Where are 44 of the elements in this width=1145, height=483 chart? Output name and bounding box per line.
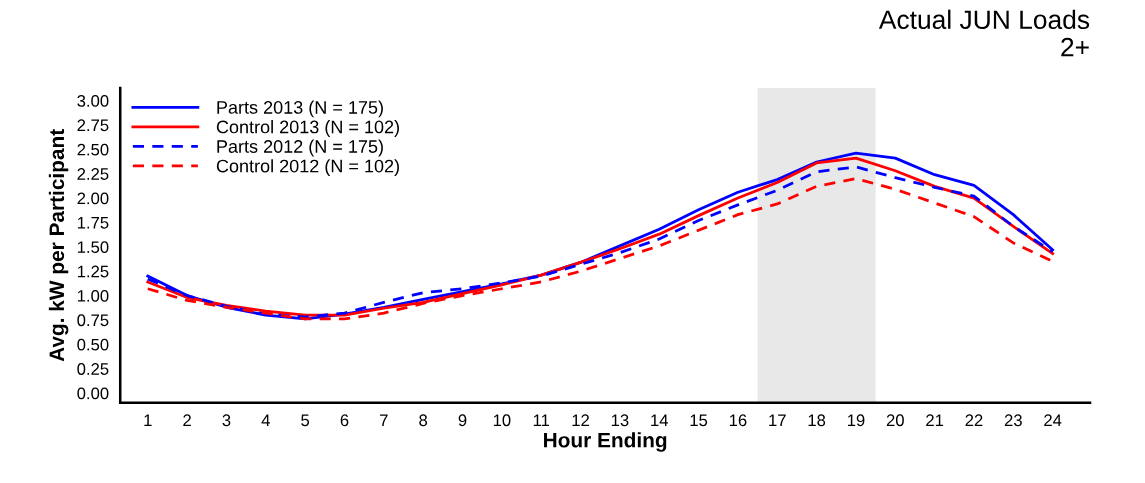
x-tick-label: 8 [419,414,428,427]
y-tick-label: 2.00 [77,192,109,205]
x-tick-label: 1 [144,414,152,427]
x-tick-label: 10 [493,414,511,427]
legend-label: Control 2012 (N = 102) [216,159,399,176]
x-tick-label: 11 [533,414,550,427]
y-tick-label: 1.50 [77,241,109,254]
x-tick-label: 6 [340,414,349,427]
x-tick-label: 5 [301,414,310,427]
x-tick-label: 19 [847,414,865,427]
legend-label: Parts 2012 (N = 175) [217,139,383,157]
x-tick-label: 20 [886,414,904,427]
legend-label: Control 2013 (N = 102) [216,120,399,137]
y-axis-title: Avg. kW per Participant [48,129,69,362]
x-tick-label: 17 [769,414,786,427]
x-tick-label: 2 [183,414,191,427]
y-tick-label: 2.75 [77,119,109,132]
x-tick-label: 12 [572,414,589,427]
x-tick-label: 21 [926,414,944,427]
x-tick-label: 22 [965,414,983,427]
x-tick-label: 13 [611,414,629,427]
x-tick-label: 15 [690,414,708,427]
y-tick-label: 1.00 [77,289,109,302]
y-tick-label: 0.50 [77,338,109,351]
y-tick-label: 2.25 [77,168,109,180]
y-tick-label: 0.75 [77,314,109,327]
x-tick-label: 14 [651,414,669,427]
x-tick-label: 4 [261,414,270,427]
y-tick-label: 3.00 [77,94,109,107]
x-axis-title: Hour Ending [544,432,667,452]
x-tick-label: 24 [1044,414,1062,427]
y-tick-label: 1.25 [77,265,109,278]
x-tick-label: 18 [808,414,826,427]
y-tick-label: 1.75 [77,217,109,229]
x-tick-label: 16 [729,414,747,427]
x-tick-label: 23 [1004,414,1022,427]
y-tick-label: 2.50 [77,143,109,156]
y-tick-label: 0.25 [77,363,109,375]
x-tick-label: 9 [458,414,467,427]
chart-title: Actual JUN Loads 2+ [878,9,1090,57]
x-tick-label: 7 [380,414,388,427]
y-tick-label: 0.00 [77,387,109,400]
x-tick-label: 3 [222,414,231,427]
legend-label: Parts 2013 (N = 175) [217,100,383,118]
